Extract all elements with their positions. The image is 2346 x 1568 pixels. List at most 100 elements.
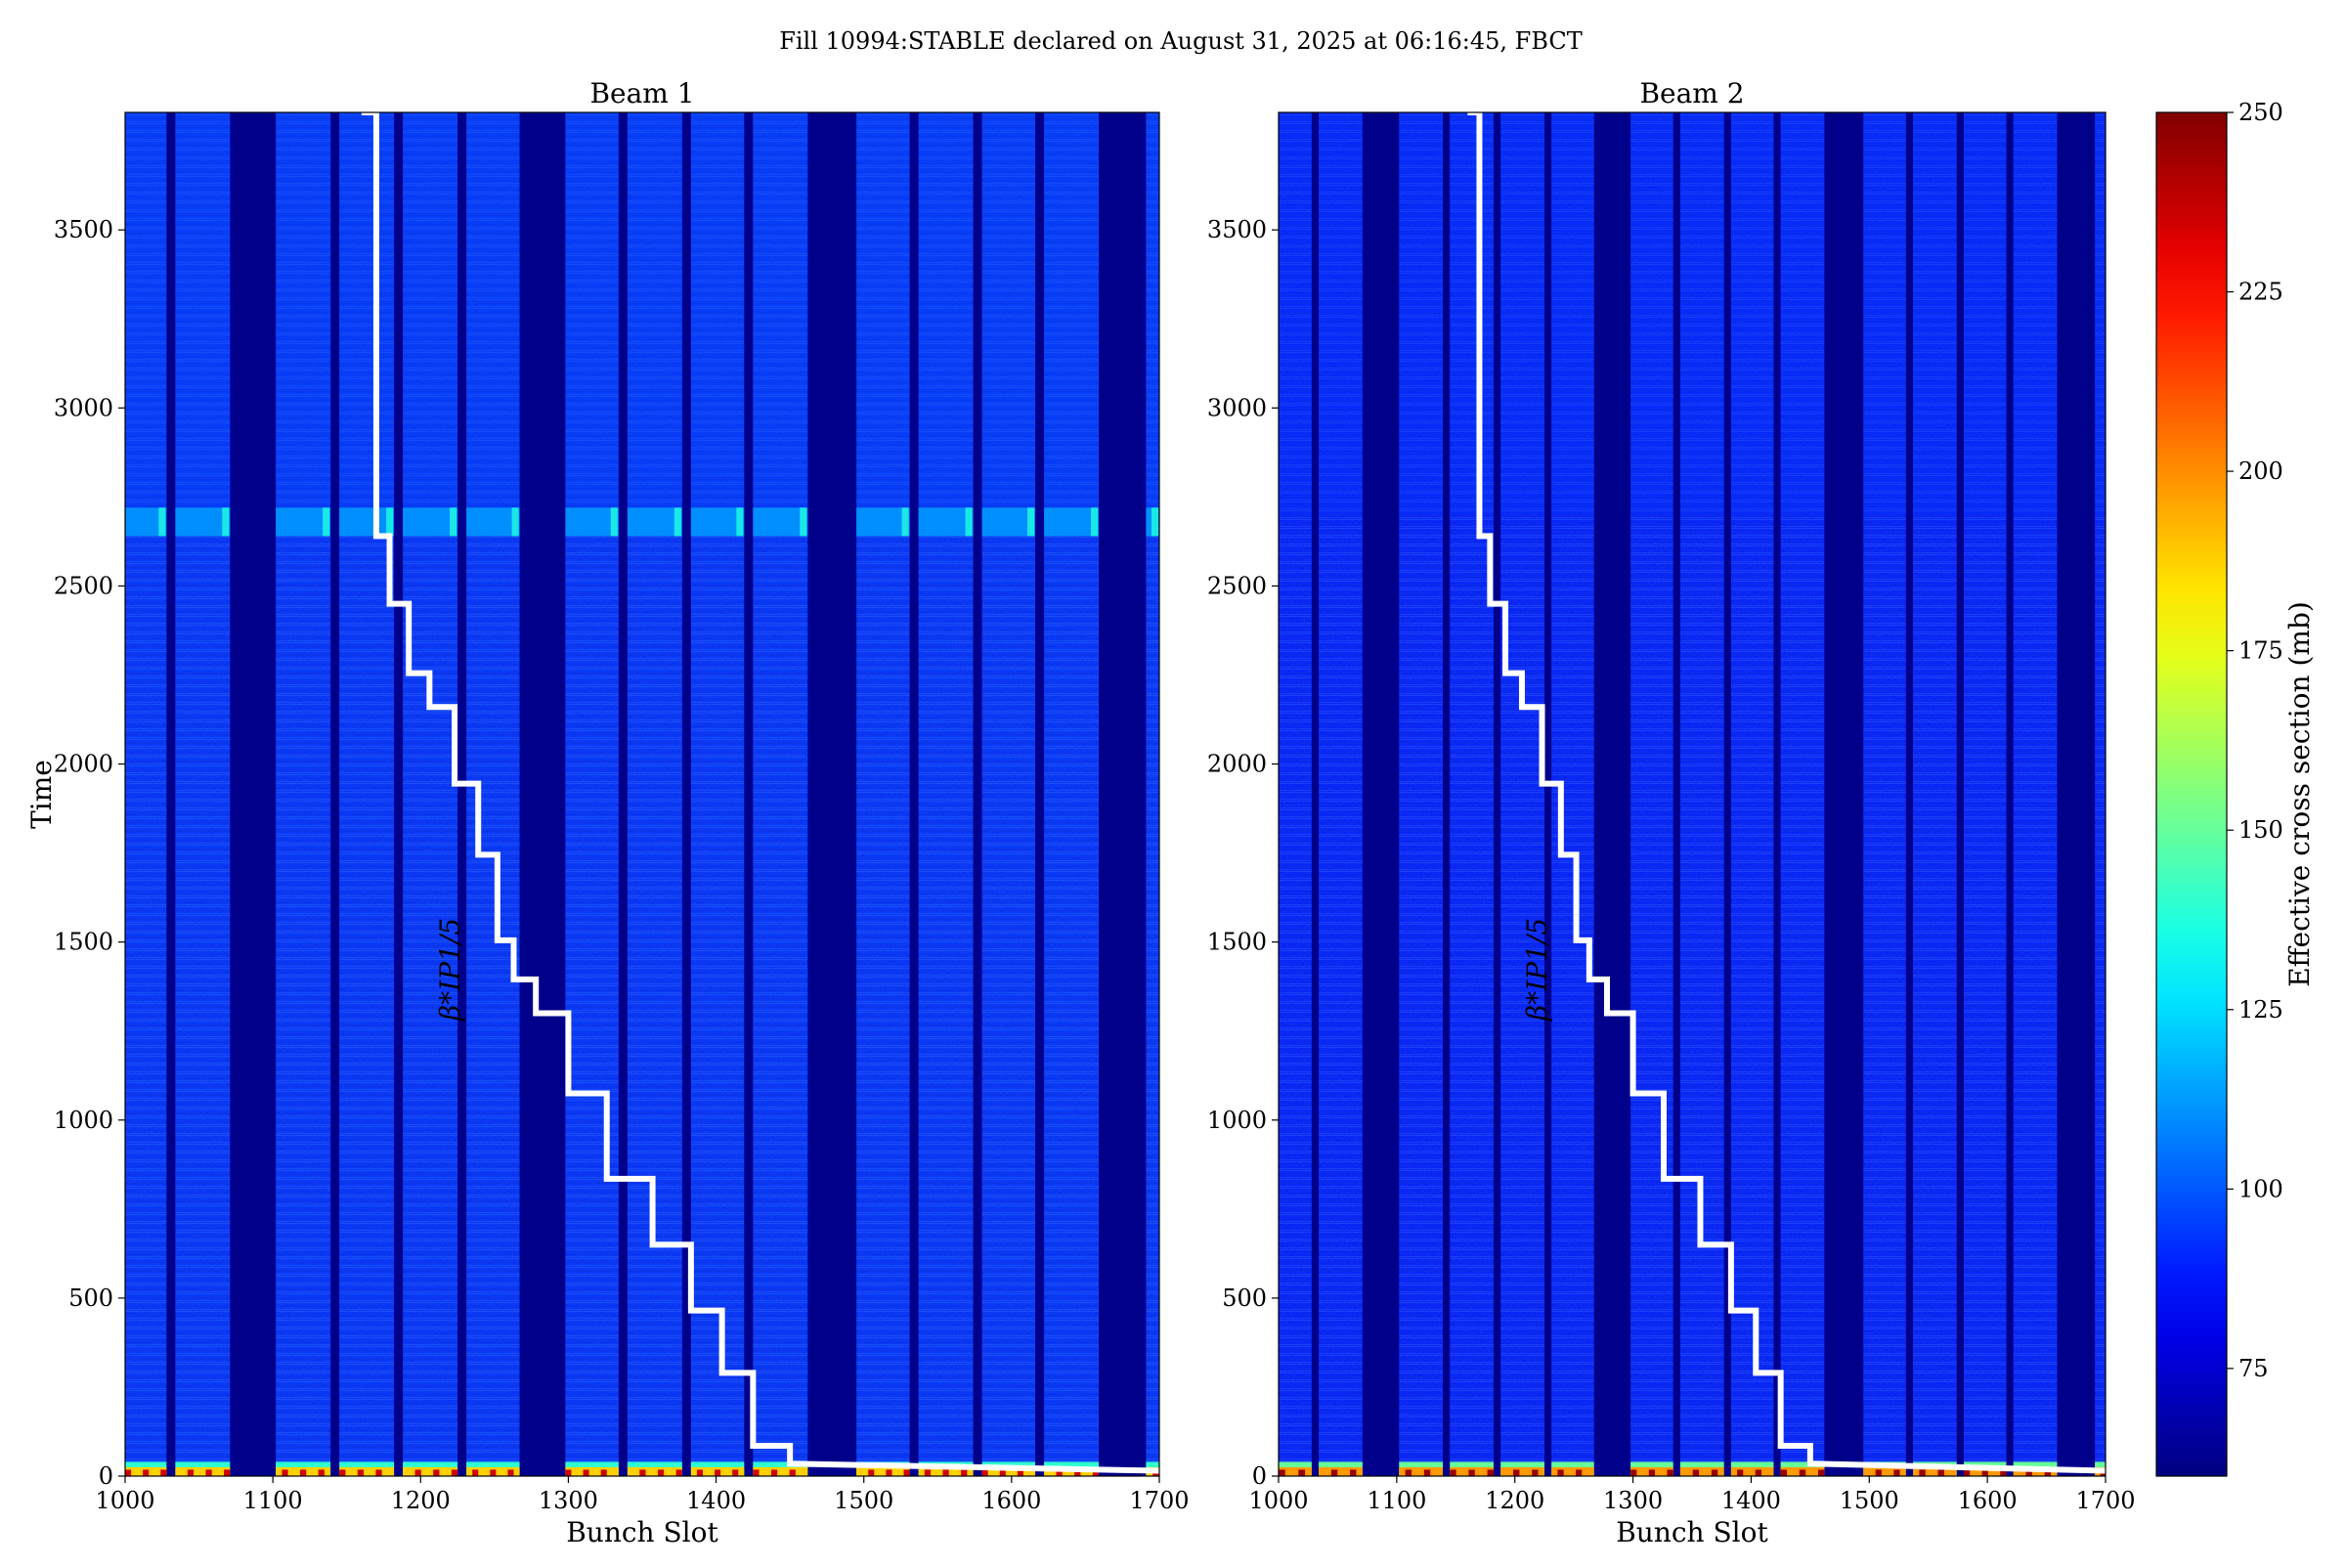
colorbar-tick-label: 125 (2238, 996, 2283, 1024)
beam-2-ytick-label: 1500 (1207, 929, 1267, 956)
beam-1-xtick-label: 1500 (834, 1487, 893, 1514)
beam-2-train-noise (1730, 112, 1774, 1476)
beam-1-early-hot-cell (507, 1469, 514, 1476)
beam-2-train-noise (1319, 112, 1363, 1476)
beam-1-early-hot-cell (1074, 1469, 1081, 1476)
beam-2-train-early-time (1730, 1461, 1774, 1476)
beam-1-early-hot-cell (187, 1469, 195, 1476)
beam-2-xtick-label: 1200 (1485, 1487, 1544, 1514)
beam-2-ytick-label: 1000 (1207, 1107, 1267, 1134)
beam-1-early-hot-cell (657, 1469, 665, 1476)
beam-1-early-band-mid (627, 1466, 682, 1476)
beam-1-train-noise (918, 112, 974, 1476)
beam-1-train-noise (856, 112, 910, 1476)
beam-2-early-band-mid (1863, 1466, 1906, 1476)
beam-2-early-hot-cell (1576, 1469, 1583, 1476)
colorbar-tick-label: 150 (2238, 816, 2283, 844)
beam-1-train-early-time (466, 1461, 520, 1476)
beam-2-early-hot-cell (1981, 1469, 1988, 1476)
beam-2-bunch-train-12 (1963, 112, 2007, 1476)
beam-1-xtick-label: 1700 (1129, 1487, 1189, 1514)
beam-1-early-hot-cell (143, 1469, 150, 1476)
beam-1-early-band-mid (981, 1466, 1036, 1476)
beam-1-ytick-label: 2500 (54, 572, 113, 599)
beam-2-bunch-train-2 (1399, 112, 1443, 1476)
beam-1-train-upper-tint (125, 112, 167, 515)
beam-1-early-hot-cell (639, 1469, 646, 1476)
beam-2-train-upper-tint (1863, 112, 1906, 515)
beam-1-early-hot-cell (451, 1469, 458, 1476)
beam-1-train-band (981, 507, 1036, 537)
beam-2-xtick-label: 1700 (2075, 1487, 2135, 1514)
beam-2-early-hot-cell (1630, 1469, 1637, 1476)
beam-1-panel: Beam 1 Bunch Slot Time 1000 1100 1200 1300 1… (25, 77, 1190, 1548)
beam-2-early-hot-cell (1298, 1469, 1306, 1476)
beam-1-title: Beam 1 (589, 77, 694, 109)
beam-1-train-upper-tint (466, 112, 520, 515)
beam-1-train-early-time (125, 1461, 167, 1476)
beam-2-early-band-mid (1279, 1466, 1312, 1476)
beam-2-train-noise (2013, 112, 2058, 1476)
beam-1-train-band-edge (1027, 507, 1035, 537)
beam-2-xtick-label: 1300 (1603, 1487, 1663, 1514)
beam-2-ytick-label: 2500 (1207, 572, 1267, 599)
beam-2-train-noise (1279, 112, 1312, 1476)
beam-2-train-upper-tint (1551, 112, 1594, 515)
beam-2-xtick-label: 1000 (1248, 1487, 1308, 1514)
colorbar-frame (2155, 111, 2228, 1477)
beam-2-early-hot-cell (1893, 1469, 1900, 1476)
beam-1-train-band (856, 507, 910, 537)
beam-2-title: Beam 2 (1639, 77, 1744, 109)
beam-1-early-hot-cell (924, 1469, 932, 1476)
beam-2-early-hot-cell (1648, 1469, 1656, 1476)
beam-2-early-hot-cell (1405, 1469, 1412, 1476)
beam-2-train-upper-tint (1279, 112, 1312, 515)
beam-1-train-band-edge (965, 507, 973, 537)
beam-1-train-band (690, 507, 745, 537)
beam-1-early-hot-cell (224, 1469, 231, 1476)
beam-1-train-band-edge (673, 507, 681, 537)
beam-1-ytick-label: 1000 (54, 1107, 113, 1134)
beam-2-bunch-train-5 (1551, 112, 1594, 1476)
beam-2-train-noise (1630, 112, 1673, 1476)
beam-1-train-band-edge (158, 507, 166, 537)
beam-1-train-noise (466, 112, 520, 1476)
colorbar-tick-label: 200 (2238, 457, 2283, 485)
colorbar-tick-label: 100 (2238, 1175, 2283, 1202)
beam-2-panel: Beam 2 Bunch Slot 1000 1100 1200 1300 1400 15… (1207, 77, 2136, 1548)
beam-1-early-hot-cell (696, 1469, 703, 1476)
beam-2-early-hot-cell (1692, 1469, 1700, 1476)
beam-2-early-hot-cell (1450, 1469, 1456, 1476)
colorbar-tick-label: 225 (2238, 279, 2283, 306)
beam-1-train-noise (565, 112, 619, 1476)
beam-2-early-hot-cell (1532, 1469, 1539, 1476)
beam-1-train-band (175, 507, 231, 537)
beam-1-early-hot-cell (339, 1469, 346, 1476)
beam-1-ylabel: Time (25, 760, 58, 829)
beam-1-train-early-time (690, 1461, 745, 1476)
beam-1-bunch-train-9 (753, 112, 808, 1476)
beam-2-train-early-time (1450, 1461, 1494, 1476)
beam-2-early-hot-cell (1919, 1469, 1926, 1476)
beam-1-train-upper-tint (175, 112, 231, 515)
beam-1-early-band-mid (753, 1466, 808, 1476)
beam-1-xtick-label: 1600 (981, 1487, 1041, 1514)
beam-2-train-noise (2095, 112, 2106, 1476)
beam-2-bunch-train-13 (2013, 112, 2058, 1476)
beam-1-train-upper-tint (403, 112, 458, 515)
beam-1-heatmap (125, 112, 1159, 1476)
beam-1-bunch-train-2 (276, 112, 331, 1476)
beam-1-early-hot-cell (565, 1469, 572, 1476)
beam-2-train-early-time (1500, 1461, 1544, 1476)
beam-1-early-hot-cell (160, 1469, 167, 1476)
beam-1-axes-frame (124, 111, 1160, 1477)
beam-2-axes-frame (1278, 111, 2107, 1477)
beam-1-train-early-time (276, 1461, 331, 1476)
beam-1-train-noise (125, 112, 167, 1476)
beam-1-train-band (753, 507, 808, 537)
beam-2-train-upper-tint (1963, 112, 2007, 515)
beam-1-train-band-edge (800, 507, 807, 537)
beam-1-ytick-label: 3500 (54, 216, 113, 243)
beam-1-bunch-train-0 (125, 112, 167, 1476)
beam-1-early-hot-cell (675, 1469, 682, 1476)
